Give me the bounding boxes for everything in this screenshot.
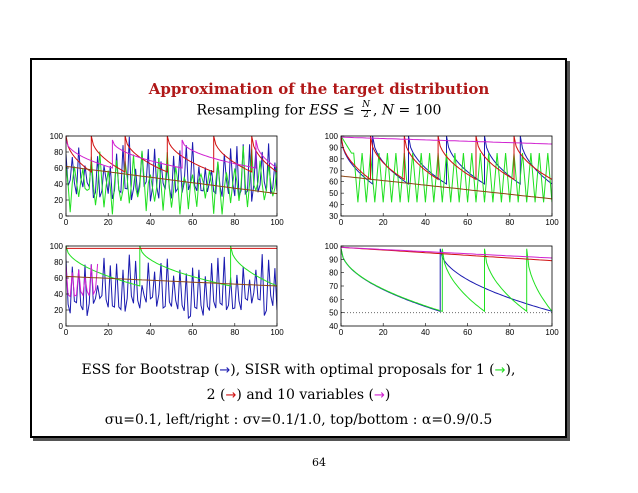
x-tick-label: 20 [104,328,113,337]
y-tick-label: 50 [329,309,338,318]
x-tick-label: 20 [379,218,388,227]
series-sisr-10-variables [66,264,98,297]
page-number: 64 [0,456,638,469]
y-tick-label: 50 [329,189,338,198]
subtitle-prefix: Resampling for [197,103,310,119]
x-tick-label: 100 [545,328,559,337]
caption-line-2: 2 (→) and 10 variables (→) [30,383,567,408]
y-tick-label: 100 [50,132,64,141]
y-tick-label: 90 [329,255,338,264]
y-tick-label: 60 [54,274,63,283]
caption-line-1: ESS for Bootstrap (→), SISR with optimal… [30,358,567,383]
series-sisr-2-variables [66,136,277,172]
series-sisr-10-variables [341,247,552,258]
y-tick-label: 60 [329,295,338,304]
y-tick-label: 20 [54,306,63,315]
arrow-sisr-2: → [226,388,237,403]
y-tick-label: 90 [329,143,338,152]
x-tick-label: 40 [146,328,155,337]
series-trend [66,276,277,286]
x-tick-label: 80 [230,328,239,337]
y-tick-label: 80 [329,269,338,278]
arrow-bootstrap: → [219,363,230,378]
x-tick-label: 40 [421,328,430,337]
y-tick-label: 80 [54,258,63,267]
y-tick-label: 20 [54,196,63,205]
y-tick-label: 100 [50,242,64,251]
x-tick-label: 20 [104,218,113,227]
axes-box [341,246,552,326]
x-tick-label: 0 [339,218,344,227]
x-tick-label: 80 [505,328,514,337]
subtitle-sep: , [373,103,377,119]
y-tick-label: 40 [54,180,63,189]
y-tick-label: 0 [59,212,64,221]
arrow-sisr-10: → [374,388,385,403]
subtitle-eq: = 100 [399,103,442,119]
slide-caption: ESS for Bootstrap (→), SISR with optimal… [30,358,567,432]
x-tick-label: 40 [421,218,430,227]
x-tick-label: 100 [545,218,559,227]
y-tick-label: 100 [325,242,339,251]
x-tick-label: 80 [230,218,239,227]
y-tick-label: 60 [329,178,338,187]
fraction-denominator: 2 [361,111,371,120]
y-tick-label: 40 [329,201,338,210]
chart-bottom-right: 0 20 40 60 80 100 40 50 60 70 80 90 100 [315,240,560,340]
chart-bottom-left: 0 20 40 60 80 100 0 20 40 60 80 100 [40,240,285,340]
y-tick-label: 40 [329,322,338,331]
x-tick-label: 0 [64,218,69,227]
series-bootstrap [66,254,277,318]
caption-line-3: σu=0.1, left/right : σv=0.1/1.0, top/bot… [30,408,567,432]
subtitle-leq: ≤ [343,103,355,119]
y-tick-label: 60 [54,164,63,173]
x-tick-label: 60 [463,218,472,227]
x-tick-label: 80 [505,218,514,227]
x-tick-label: 100 [270,218,284,227]
x-tick-label: 40 [146,218,155,227]
slide-title: Approximation of the target distribution [0,80,638,98]
x-tick-label: 20 [379,328,388,337]
x-tick-label: 100 [270,328,284,337]
x-tick-label: 0 [64,328,69,337]
y-tick-label: 0 [59,322,64,331]
y-tick-label: 70 [329,282,338,291]
chart-top-right: 0 20 40 60 80 100 30 40 50 60 70 80 90 100 [315,130,560,230]
y-tick-label: 70 [329,166,338,175]
y-tick-label: 100 [325,132,339,141]
y-tick-label: 30 [329,212,338,221]
arrow-sisr-1: → [495,363,506,378]
subtitle-ess: ESS [309,103,338,119]
y-tick-label: 40 [54,290,63,299]
y-tick-label: 80 [329,155,338,164]
subtitle-n: N [382,103,394,119]
chart-top-left: 0 20 40 60 80 100 0 20 40 60 80 100 [40,130,285,230]
x-tick-label: 0 [339,328,344,337]
y-tick-label: 80 [54,148,63,157]
x-tick-label: 60 [188,328,197,337]
series-bootstrap [341,249,552,312]
x-tick-label: 60 [188,218,197,227]
x-tick-label: 60 [463,328,472,337]
